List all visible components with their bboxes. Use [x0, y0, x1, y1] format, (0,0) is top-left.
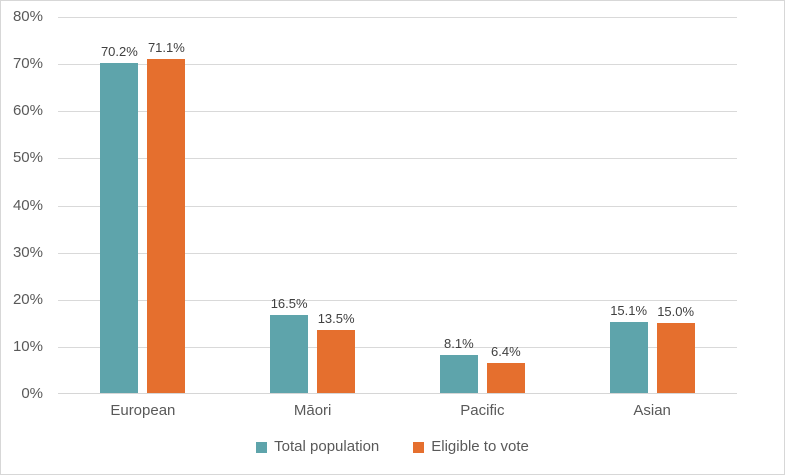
- bar-total-population: 15.1%: [609, 303, 648, 393]
- x-axis: European Māori Pacific Asian: [58, 402, 737, 420]
- x-category-label: Pacific: [460, 402, 505, 419]
- data-label: 15.1%: [610, 303, 648, 319]
- bar-eligible-to-vote: 15.0%: [656, 304, 695, 393]
- legend: Total population Eligible to vote: [1, 439, 784, 455]
- bar-eligible-to-vote: 13.5%: [317, 311, 356, 393]
- data-label: 6.4%: [491, 343, 521, 359]
- legend-label: Eligible to vote: [431, 438, 529, 455]
- y-tick-label: 10%: [12, 337, 43, 355]
- gridline: [58, 111, 737, 113]
- y-tick-label: 40%: [12, 196, 43, 214]
- bar-total-population: 16.5%: [270, 296, 309, 393]
- gridline: [58, 252, 737, 254]
- data-label: 71.1%: [147, 39, 185, 55]
- legend-item-total-population: Total population: [256, 439, 379, 455]
- y-tick-label: 70%: [12, 55, 43, 73]
- gridline: [58, 64, 737, 66]
- plot-area: 70.2% 71.1% 16.5% 13.5% 8.1% 6.4% 15.1% 15.0%: [58, 17, 737, 394]
- y-tick-label: 20%: [12, 290, 43, 308]
- y-tick-label: 30%: [12, 243, 43, 261]
- legend-swatch-total-population: [256, 441, 268, 453]
- category-group-pacific: 8.1% 6.4%: [398, 17, 568, 393]
- x-category-label: Asian: [633, 402, 671, 419]
- bar-total-population: 70.2%: [100, 44, 139, 393]
- legend-item-eligible-to-vote: Eligible to vote: [413, 439, 529, 455]
- y-tick-label: 80%: [12, 8, 43, 25]
- data-label: 8.1%: [444, 335, 474, 351]
- legend-swatch-eligible-to-vote: [413, 441, 425, 453]
- data-label: 15.0%: [657, 303, 695, 319]
- bar-eligible-to-vote: 6.4%: [486, 344, 525, 393]
- data-label: 13.5%: [317, 310, 355, 326]
- y-tick-label: 50%: [12, 149, 43, 167]
- x-category-label: Māori: [293, 402, 332, 419]
- legend-label: Total population: [274, 438, 380, 455]
- data-label: 70.2%: [100, 44, 138, 60]
- data-label: 16.5%: [270, 296, 308, 312]
- bar-eligible-to-vote: 71.1%: [147, 40, 186, 393]
- bar-total-population: 8.1%: [439, 336, 478, 393]
- gridline: [58, 205, 737, 207]
- gridline: [58, 17, 737, 18]
- category-group-m-ori: 16.5% 13.5%: [228, 17, 398, 393]
- gridline: [58, 158, 737, 160]
- x-category-label: European: [110, 402, 176, 419]
- category-group-asian: 15.1% 15.0%: [567, 17, 737, 393]
- y-tick-label: 0%: [21, 385, 43, 402]
- category-group-european: 70.2% 71.1%: [58, 17, 228, 393]
- gridline: [58, 299, 737, 301]
- y-axis: 0% 10% 20% 30% 40% 50% 60% 70% 80%: [1, 1, 43, 474]
- gridline: [58, 346, 737, 348]
- y-tick-label: 60%: [12, 102, 43, 120]
